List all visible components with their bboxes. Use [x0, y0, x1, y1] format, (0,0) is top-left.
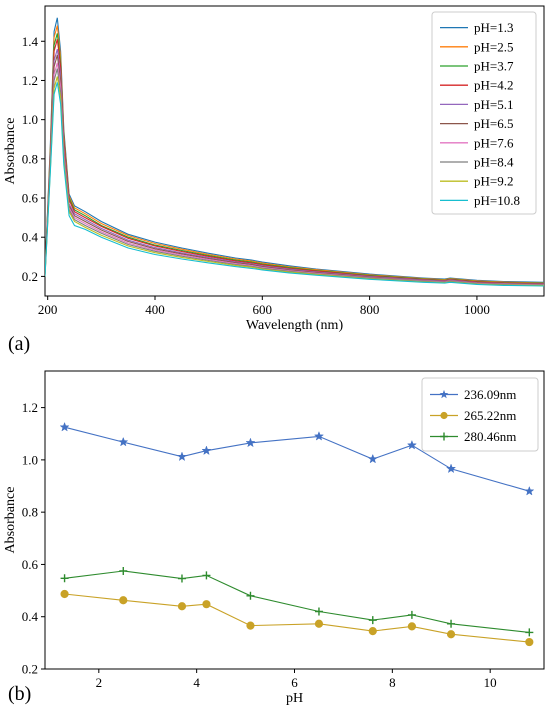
plot-area: [59, 421, 535, 647]
data-point-236-09nm: [524, 485, 535, 496]
y-tick-label: 1.4: [22, 34, 39, 49]
y-tick-label: 1.2: [22, 73, 38, 88]
y-axis-label: Absorbance: [3, 487, 18, 554]
data-point-265-22nm: [246, 621, 255, 630]
legend-label-ph-10-8: pH=10.8: [474, 193, 520, 208]
y-tick-label: 0.8: [22, 505, 38, 520]
data-point-265-22nm: [60, 589, 69, 599]
data-point-280-46nm: [119, 566, 128, 575]
x-tick-label: 1000: [464, 302, 490, 317]
y-axis-label: Absorbance: [3, 118, 18, 185]
x-tick-label: 6: [291, 675, 298, 690]
data-point-265-22nm: [368, 626, 377, 636]
data-point-280-46nm: [525, 628, 534, 637]
legend-label-ph-5-1: pH=5.1: [474, 97, 513, 112]
series-line-236-09nm: [64, 426, 530, 492]
legend-box: [421, 377, 539, 452]
series-line-280-46nm: [64, 570, 530, 633]
data-point-265-22nm: [525, 637, 534, 647]
data-point-236-09nm: [59, 421, 70, 432]
x-axis-label: pH: [286, 691, 303, 706]
legend-label-ph-6-5: pH=6.5: [474, 116, 513, 131]
series-line-ph-10-8: [45, 82, 544, 287]
data-point-280-46nm: [314, 607, 323, 616]
data-point-280-46nm: [202, 571, 211, 580]
data-point-265-22nm: [407, 622, 417, 631]
chart-absorbance-vs-ph: 2 4 6 8 10 0.2 0.4 0.6 0.8 1.0 1.2 pH Absorbance 236.…: [3, 370, 545, 706]
y-tick-label: 0.2: [22, 269, 38, 284]
legend-label-ph-2-5: pH=2.5: [474, 39, 513, 54]
data-point-280-46nm: [447, 619, 456, 628]
legend-label-ph-8-4: pH=8.4: [474, 155, 514, 170]
y-tick-label: 0.4: [22, 230, 39, 245]
legend-label-ph-7-6: pH=7.6: [474, 135, 514, 150]
legend-box: [431, 11, 537, 215]
legend-label-ph-4-2: pH=4.2: [474, 78, 513, 93]
legend-label-ph-3-7: pH=3.7: [474, 59, 514, 74]
data-point-236-09nm: [313, 431, 325, 441]
y-tick-label: 0.4: [22, 609, 39, 624]
data-point-265-22nm: [177, 602, 187, 611]
data-point-265-22nm: [119, 596, 128, 605]
data-point-236-09nm: [176, 451, 188, 462]
data-point-265-22nm: [314, 619, 324, 628]
x-tick-label: 200: [38, 302, 58, 317]
data-point-236-09nm: [445, 463, 457, 474]
data-point-265-22nm: [446, 630, 456, 639]
legend-label-236-09nm: 236.09nm: [464, 387, 516, 402]
y-tick-label: 1.0: [22, 452, 38, 467]
y-tick-label: 0.8: [22, 151, 38, 166]
data-point-265-22nm: [202, 600, 211, 609]
data-point-280-46nm: [407, 610, 416, 619]
legend-label-ph-1-3: pH=1.3: [474, 20, 513, 35]
plot-frame: [44, 5, 545, 297]
data-point-280-46nm: [246, 591, 255, 600]
chart-absorbance-vs-wavelength: 200 400 600 800 1000 0.2 0.4 0.6 0.8 1.0 1.2 1.4 Wav…: [3, 5, 545, 333]
legend-label-265-22nm: 265.22nm: [464, 408, 516, 423]
legend-label-ph-9-2: pH=9.2: [474, 174, 513, 189]
legend-label-280-46nm: 280.46nm: [464, 429, 516, 444]
data-point-236-09nm: [245, 437, 256, 448]
data-point-236-09nm: [201, 445, 212, 456]
x-tick-label: 4: [193, 675, 200, 690]
data-point-280-46nm: [60, 574, 69, 583]
data-point-280-46nm: [368, 616, 377, 625]
x-tick-label: 8: [389, 675, 396, 690]
y-tick-label: 0.2: [22, 662, 38, 677]
data-point-236-09nm: [406, 439, 417, 450]
panel-label-a: (a): [8, 333, 31, 355]
legend-marker-236-09nm: [439, 389, 449, 399]
y-tick-label: 1.0: [22, 112, 38, 127]
plot-area: [45, 17, 544, 287]
data-point-280-46nm: [177, 574, 186, 583]
legend-marker-280-46nm: [440, 432, 448, 441]
data-point-236-09nm: [367, 453, 378, 464]
x-axis-label: Wavelength (nm): [246, 318, 344, 333]
panel-label-b: (b): [8, 683, 32, 705]
x-tick-label: 600: [253, 302, 273, 317]
data-point-236-09nm: [118, 436, 129, 447]
x-tick-label: 10: [484, 675, 497, 690]
y-tick-label: 0.6: [22, 191, 39, 206]
y-tick-label: 0.6: [22, 557, 39, 572]
series-line-265-22nm: [64, 593, 530, 643]
x-tick-label: 400: [145, 302, 165, 317]
legend-marker-265-22nm: [440, 411, 448, 420]
x-tick-label: 2: [96, 675, 103, 690]
y-tick-label: 1.2: [22, 400, 38, 415]
x-tick-label: 800: [360, 302, 380, 317]
